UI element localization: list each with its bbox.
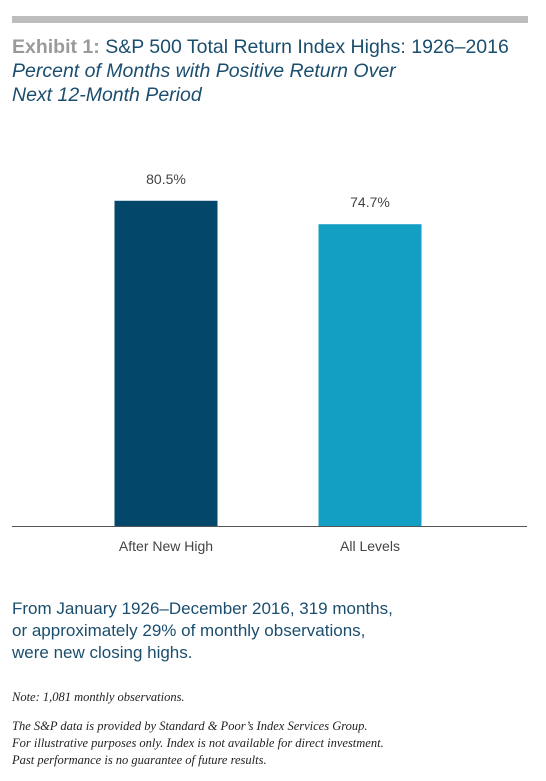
chart-title: Exhibit 1: S&P 500 Total Return Index Hi… <box>12 35 540 59</box>
note: Note: 1,081 monthly observations. <box>12 690 185 704</box>
chart-subtitle-line1: Percent of Months with Positive Return O… <box>12 60 396 82</box>
category-label: After New High <box>119 538 213 554</box>
data-label: 74.7% <box>350 194 390 210</box>
top-rule <box>12 16 528 23</box>
category-label: All Levels <box>340 538 400 554</box>
chart-subtitle-line2: Next 12-Month Period <box>12 84 202 106</box>
disclaimer-line1: The S&P data is provided by Standard & P… <box>12 719 368 733</box>
summary-line3: were new closing highs. <box>12 643 193 662</box>
disclaimer: The S&P data is provided by Standard & P… <box>12 718 384 769</box>
disclaimer-line3: Past performance is no guarantee of futu… <box>12 753 267 767</box>
summary-line2: or approximately 29% of monthly observat… <box>12 621 366 640</box>
summary-line1: From January 1926–December 2016, 319 mon… <box>12 599 393 618</box>
exhibit-label: Exhibit 1: <box>12 36 100 58</box>
bar-after-new-high <box>114 200 218 526</box>
title-text: S&P 500 Total Return Index Highs: 1926–2… <box>105 36 509 58</box>
bar-all-levels <box>318 224 422 526</box>
title-block: Exhibit 1: S&P 500 Total Return Index Hi… <box>12 35 540 107</box>
disclaimer-line2: For illustrative purposes only. Index is… <box>12 736 384 750</box>
data-label: 80.5% <box>146 171 186 187</box>
bar-chart: 80.5% After New High 74.7% All Levels <box>12 171 527 554</box>
summary-text: From January 1926–December 2016, 319 mon… <box>12 598 532 664</box>
